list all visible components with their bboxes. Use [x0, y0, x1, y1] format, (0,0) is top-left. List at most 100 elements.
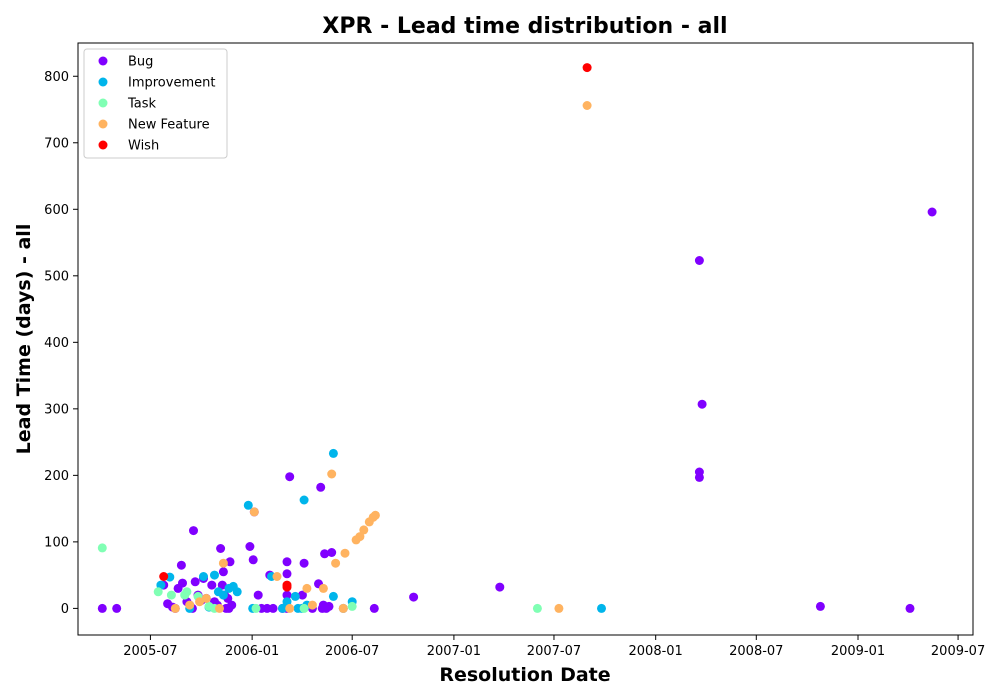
legend-label-improvement: Improvement	[128, 76, 215, 91]
y-tick-label: 200	[44, 469, 69, 484]
legend-marker-wish	[98, 140, 108, 150]
data-points	[97, 63, 937, 613]
chart-title: XPR - Lead time distribution - all	[322, 14, 727, 39]
legend-label-task: Task	[127, 97, 157, 112]
legend-marker-new-feature	[98, 119, 108, 129]
point-improvement-11	[243, 500, 253, 510]
point-improvement-19	[299, 495, 309, 505]
point-bug-40	[282, 569, 292, 579]
point-bug-29	[227, 600, 237, 610]
point-bug-64	[905, 603, 915, 613]
point-bug-58	[495, 582, 505, 592]
x-tick-label: 2005-07	[123, 644, 177, 659]
y-axis-label: Lead Time (days) - all	[13, 224, 35, 455]
legend-label-wish: Wish	[128, 139, 159, 154]
y-tick-label: 300	[44, 402, 69, 417]
point-new-feature-4	[215, 603, 224, 613]
y-tick-label: 100	[44, 535, 69, 550]
point-bug-30	[245, 542, 255, 551]
point-bug-21	[216, 544, 226, 553]
point-new-feature-10	[307, 600, 317, 610]
y-tick-label: 800	[44, 70, 69, 85]
point-improvement-22	[328, 591, 338, 601]
point-new-feature-0	[170, 603, 180, 613]
point-task-8	[251, 603, 261, 613]
point-bug-18	[207, 580, 217, 590]
point-bug-65	[927, 207, 937, 217]
point-bug-62	[697, 399, 707, 409]
point-task-2	[166, 590, 176, 600]
point-new-feature-3	[201, 593, 211, 603]
point-new-feature-22	[554, 603, 564, 613]
point-bug-53	[324, 601, 334, 611]
point-new-feature-1	[185, 600, 195, 610]
point-new-feature-11	[318, 583, 328, 593]
point-bug-33	[253, 590, 263, 600]
point-new-feature-9	[302, 583, 312, 593]
point-bug-7	[176, 560, 186, 570]
point-bug-51	[320, 549, 330, 559]
point-bug-44	[297, 590, 307, 600]
x-tick-label: 2009-07	[931, 644, 985, 659]
point-improvement-7	[218, 590, 228, 600]
legend-label-bug: Bug	[128, 55, 153, 70]
point-bug-13	[190, 577, 200, 587]
point-bug-63	[815, 601, 825, 611]
y-tick-label: 600	[44, 203, 69, 218]
point-bug-45	[299, 558, 309, 568]
point-bug-57	[409, 592, 419, 602]
x-tick-label: 2008-01	[629, 644, 683, 659]
point-improvement-14	[278, 603, 287, 613]
x-tick-label: 2006-07	[325, 644, 379, 659]
x-axis-label: Resolution Date	[439, 664, 610, 686]
point-task-4	[182, 587, 192, 597]
point-bug-0	[97, 603, 107, 613]
x-tick-label: 2007-07	[527, 644, 581, 659]
point-bug-39	[282, 557, 292, 567]
point-bug-48	[316, 482, 326, 492]
point-bug-61	[694, 472, 704, 482]
point-improvement-3	[199, 572, 208, 581]
point-new-feature-2	[195, 597, 205, 607]
point-new-feature-23	[582, 101, 592, 110]
point-improvement-10	[232, 587, 242, 597]
point-wish-0	[159, 572, 169, 581]
point-task-12	[532, 603, 542, 613]
point-bug-31	[248, 555, 258, 565]
point-new-feature-8	[285, 603, 295, 613]
point-wish-2	[282, 582, 292, 592]
point-bug-12	[189, 526, 198, 536]
point-new-feature-12	[327, 469, 337, 479]
point-improvement-16	[290, 591, 300, 601]
x-tick-label: 2009-01	[831, 644, 885, 659]
point-new-feature-7	[272, 572, 282, 581]
point-improvement-24	[597, 603, 606, 613]
point-bug-8	[178, 578, 187, 588]
legend-marker-improvement	[98, 77, 108, 87]
point-task-0	[97, 543, 107, 553]
point-bug-1	[112, 603, 122, 613]
y-tick-label: 400	[44, 336, 69, 351]
point-new-feature-21	[370, 510, 380, 520]
point-new-feature-18	[359, 525, 369, 535]
point-new-feature-15	[340, 548, 350, 558]
y-tick-label: 500	[44, 269, 69, 284]
point-improvement-21	[328, 448, 338, 458]
plot-frame	[77, 42, 974, 636]
point-new-feature-13	[331, 558, 341, 568]
legend-marker-bug	[98, 56, 108, 66]
point-bug-41	[282, 590, 292, 600]
point-bug-37	[268, 603, 278, 613]
point-bug-54	[327, 548, 337, 557]
y-tick-label: 700	[44, 136, 69, 151]
point-bug-43	[285, 472, 295, 482]
x-axis-ticks: 2005-07 2006-01 2006-07 2007-01 2007-07 2008-…	[123, 635, 985, 659]
point-task-9	[299, 603, 309, 613]
point-task-1	[153, 587, 163, 597]
legend-marker-task	[98, 98, 108, 108]
legend-box	[83, 48, 228, 159]
point-new-feature-6	[249, 507, 259, 517]
x-tick-label: 2008-07	[729, 644, 783, 659]
point-improvement-5	[210, 570, 219, 580]
